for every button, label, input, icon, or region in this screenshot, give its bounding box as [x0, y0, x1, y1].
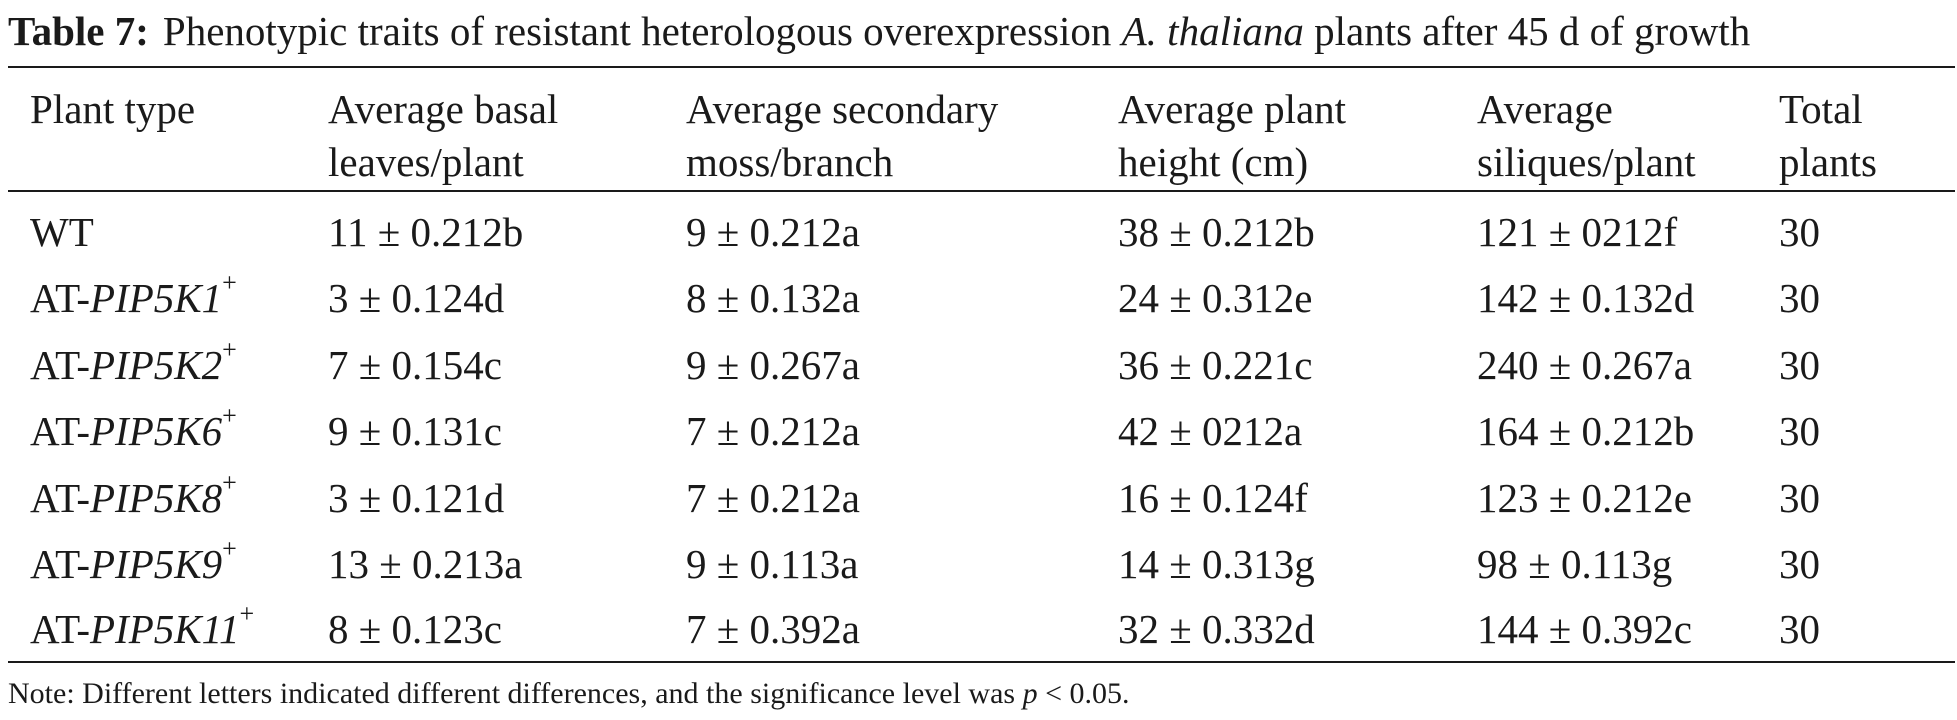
- plant-type-cell: AT-PIP5K9+: [30, 534, 237, 587]
- plant-height-cell: 36 ± 0.221c: [1118, 342, 1313, 388]
- header-siliques: Average siliques/plant: [1477, 86, 1696, 185]
- caption-text-after: plants after 45 d of growth: [1314, 8, 1751, 54]
- table-note: Note: Different letters indicated differ…: [8, 676, 1130, 712]
- basal-leaves-cell: 3 ± 0.124d: [328, 275, 505, 321]
- plant-type-cell: AT-PIP5K6+: [30, 401, 237, 454]
- total-plants-cell: 30: [1779, 209, 1820, 255]
- basal-leaves-cell: 11 ± 0.212b: [328, 209, 524, 255]
- note-p-symbol: p: [1022, 677, 1038, 710]
- secondary-moss-cell: 7 ± 0.212a: [686, 475, 860, 521]
- table-row: AT-PIP5K1+ 3 ± 0.124d 8 ± 0.132a 24 ± 0.…: [0, 265, 1957, 331]
- bottom-rule: [8, 661, 1955, 663]
- plant-type-cell: WT: [30, 209, 94, 255]
- secondary-moss-cell: 9 ± 0.267a: [686, 342, 860, 388]
- header-rule: [8, 190, 1955, 192]
- table-row: WT 11 ± 0.212b 9 ± 0.212a 38 ± 0.212b 12…: [0, 199, 1957, 265]
- table-row: AT-PIP5K11+ 8 ± 0.123c 7 ± 0.392a 32 ± 0…: [0, 596, 1957, 662]
- basal-leaves-cell: 9 ± 0.131c: [328, 408, 502, 454]
- secondary-moss-cell: 9 ± 0.113a: [686, 541, 859, 587]
- siliques-cell: 98 ± 0.113g: [1477, 541, 1673, 587]
- plant-height-cell: 38 ± 0.212b: [1118, 209, 1315, 255]
- header-basal-leaves: Average basal leaves/plant: [328, 86, 559, 185]
- total-plants-cell: 30: [1779, 275, 1820, 321]
- caption-text-before: Phenotypic traits of resistant heterolog…: [162, 8, 1112, 54]
- siliques-cell: 164 ± 0.212b: [1477, 408, 1695, 454]
- plant-type-cell: AT-PIP5K2+: [30, 335, 237, 388]
- plant-height-cell: 32 ± 0.332d: [1118, 606, 1315, 652]
- siliques-cell: 121 ± 0212f: [1477, 209, 1678, 255]
- table-row: AT-PIP5K2+ 7 ± 0.154c 9 ± 0.267a 36 ± 0.…: [0, 332, 1957, 398]
- note-text: Note: Different letters indicated differ…: [8, 677, 1016, 710]
- secondary-moss-cell: 8 ± 0.132a: [686, 275, 860, 321]
- table-label: Table 7:: [8, 8, 149, 54]
- plant-type-cell: AT-PIP5K11+: [30, 599, 255, 652]
- header-plant-height: Average plant height (cm): [1118, 86, 1347, 185]
- total-plants-cell: 30: [1779, 408, 1820, 454]
- plant-type-cell: AT-PIP5K8+: [30, 468, 237, 521]
- top-rule: [8, 66, 1955, 68]
- total-plants-cell: 30: [1779, 541, 1820, 587]
- table-row: AT-PIP5K6+ 9 ± 0.131c 7 ± 0.212a 42 ± 02…: [0, 398, 1957, 464]
- total-plants-cell: 30: [1779, 342, 1820, 388]
- plant-height-cell: 42 ± 0212a: [1118, 408, 1303, 454]
- total-plants-cell: 30: [1779, 475, 1820, 521]
- siliques-cell: 123 ± 0.212e: [1477, 475, 1692, 521]
- header-total-plants: Total plants: [1779, 86, 1877, 185]
- siliques-cell: 142 ± 0.132d: [1477, 275, 1695, 321]
- note-threshold: < 0.05.: [1045, 677, 1130, 710]
- total-plants-cell: 30: [1779, 606, 1820, 652]
- basal-leaves-cell: 13 ± 0.213a: [328, 541, 523, 587]
- table-caption: Table 7: Phenotypic traits of resistant h…: [8, 8, 1750, 54]
- plant-type-cell: AT-PIP5K1+: [30, 268, 237, 321]
- basal-leaves-cell: 7 ± 0.154c: [328, 342, 502, 388]
- secondary-moss-cell: 9 ± 0.212a: [686, 209, 860, 255]
- plant-height-cell: 24 ± 0.312e: [1118, 275, 1313, 321]
- plant-height-cell: 16 ± 0.124f: [1118, 475, 1308, 521]
- basal-leaves-cell: 3 ± 0.121d: [328, 475, 505, 521]
- header-secondary-moss: Average secondary moss/branch: [686, 86, 999, 185]
- table-row: AT-PIP5K8+ 3 ± 0.121d 7 ± 0.212a 16 ± 0.…: [0, 465, 1957, 531]
- secondary-moss-cell: 7 ± 0.212a: [686, 408, 860, 454]
- table-row: AT-PIP5K9+ 13 ± 0.213a 9 ± 0.113a 14 ± 0…: [0, 531, 1957, 597]
- basal-leaves-cell: 8 ± 0.123c: [328, 606, 502, 652]
- caption-species: A. thaliana: [1121, 8, 1304, 54]
- header-plant-type: Plant type: [30, 86, 196, 132]
- siliques-cell: 240 ± 0.267a: [1477, 342, 1692, 388]
- plant-height-cell: 14 ± 0.313g: [1118, 541, 1315, 587]
- siliques-cell: 144 ± 0.392c: [1477, 606, 1692, 652]
- secondary-moss-cell: 7 ± 0.392a: [686, 606, 860, 652]
